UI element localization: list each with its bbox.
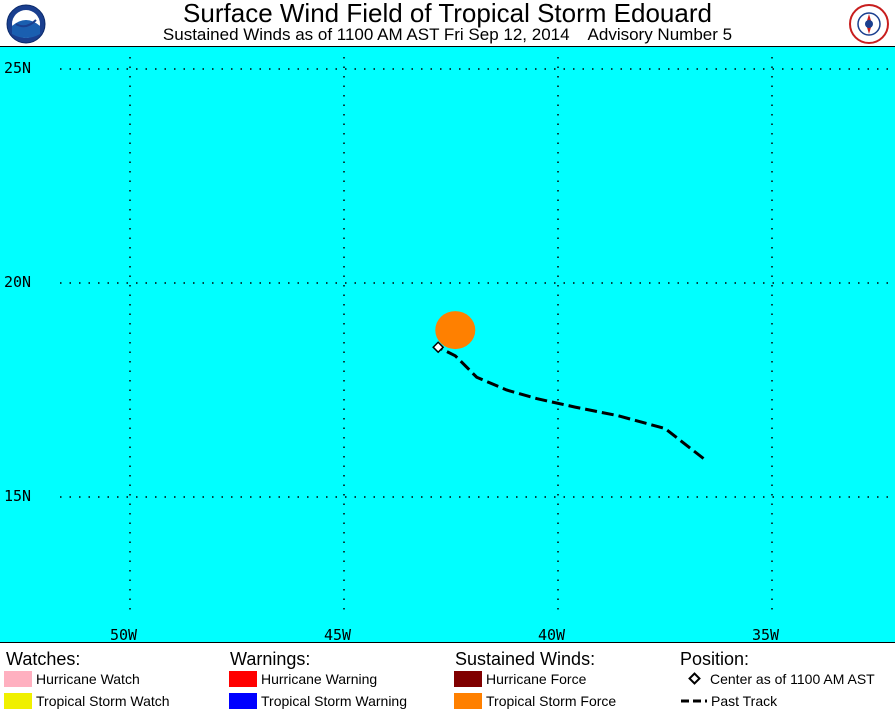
tropical-storm-warning-label: Tropical Storm Warning <box>261 693 408 709</box>
legend: Watches: Hurricane Watch Tropical Storm … <box>0 643 895 716</box>
hurricane-watch-label: Hurricane Watch <box>36 671 140 687</box>
legend-hurricane-warning: Hurricane Warning <box>229 671 377 687</box>
legend-tropical-storm-force: Tropical Storm Force <box>454 693 616 709</box>
lat-label-25n: 25N <box>4 59 32 77</box>
legend-hurricane-force: Hurricane Force <box>454 671 586 687</box>
hurricane-force-swatch <box>454 671 482 687</box>
graticule <box>60 57 895 617</box>
center-position-label: Center as of 1100 AM AST <box>710 671 875 687</box>
tropical-storm-force-area <box>435 311 476 350</box>
hurricane-warning-label: Hurricane Warning <box>261 671 378 687</box>
nws-logo <box>849 4 889 44</box>
hurricane-warning-swatch <box>229 671 257 687</box>
lon-label-40w: 40W <box>538 626 566 644</box>
lon-label-50w: 50W <box>110 626 138 644</box>
past-track-label: Past Track <box>711 693 778 709</box>
lat-label-20n: 20N <box>4 273 32 291</box>
center-diamond-icon <box>688 672 701 685</box>
map-canvas <box>60 57 895 617</box>
legend-tropical-storm-watch: Tropical Storm Watch <box>4 693 170 709</box>
map-title: Surface Wind Field of Tropical Storm Edo… <box>183 0 712 28</box>
tropical-storm-force-swatch <box>454 693 482 709</box>
lon-label-35w: 35W <box>752 626 780 644</box>
past-track-line <box>437 345 705 460</box>
tropical-storm-watch-label: Tropical Storm Watch <box>36 693 170 709</box>
map-subtitle: Sustained Winds as of 1100 AM AST Fri Se… <box>162 25 733 44</box>
tropical-storm-warning-swatch <box>229 693 257 709</box>
tropical-storm-watch-swatch <box>4 693 32 709</box>
dashed-track-icon <box>681 699 707 703</box>
lon-label-45w: 45W <box>324 626 352 644</box>
legend-position-heading: Position: <box>680 649 750 669</box>
legend-tropical-storm-warning: Tropical Storm Warning <box>229 693 407 709</box>
storm-center-marker <box>432 341 445 354</box>
legend-winds-heading: Sustained Winds: <box>455 649 596 669</box>
tropical-storm-force-label: Tropical Storm Force <box>486 693 617 709</box>
noaa-logo <box>6 4 46 44</box>
legend-hurricane-watch: Hurricane Watch <box>4 671 140 687</box>
legend-watches-heading: Watches: <box>6 649 81 669</box>
header: Surface Wind Field of Tropical Storm Edo… <box>0 0 895 46</box>
legend-past-track: Past Track <box>680 693 777 709</box>
hurricane-force-label: Hurricane Force <box>486 671 587 687</box>
legend-center-position: Center as of 1100 AM AST <box>684 671 875 687</box>
map-area: 25N 20N 15N 50W 45W 40W 35W <box>0 46 895 644</box>
lat-label-15n: 15N <box>4 487 32 505</box>
hurricane-watch-swatch <box>4 671 32 687</box>
legend-warnings-heading: Warnings: <box>230 649 311 669</box>
